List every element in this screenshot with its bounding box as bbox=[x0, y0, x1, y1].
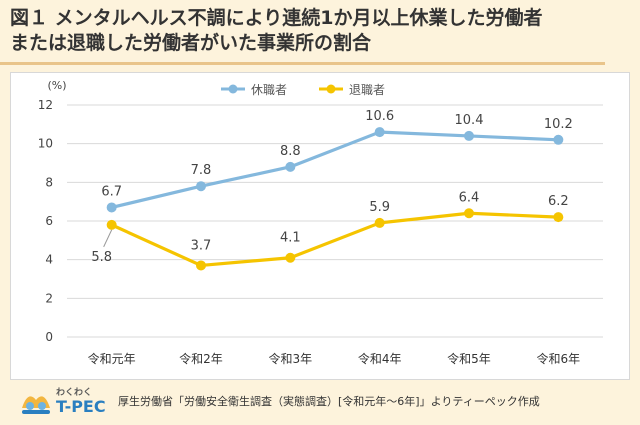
data-label: 6.2 bbox=[548, 194, 569, 209]
data-label: 6.4 bbox=[459, 190, 480, 205]
data-point bbox=[464, 208, 474, 219]
title-line-2: または退職した労働者がいた事業所の割合 bbox=[10, 32, 372, 54]
data-label: 10.4 bbox=[455, 113, 484, 128]
data-point bbox=[553, 212, 564, 223]
legend-label-1: 休職者 bbox=[251, 83, 287, 97]
data-label: 8.8 bbox=[280, 144, 301, 159]
chart-panel: 0 2 4 6 8 10 12 (%) 令和元年 令和2年 令和3年 令和4年 令和5年 令和6年 休職者 退… bbox=[10, 72, 630, 380]
logo-mark-icon bbox=[22, 396, 50, 414]
data-label: 5.8 bbox=[91, 250, 112, 265]
data-point bbox=[374, 127, 385, 138]
legend-label-2: 退職者 bbox=[349, 83, 385, 97]
data-point bbox=[106, 219, 117, 230]
line-chart: 0 2 4 6 8 10 12 (%) 令和元年 令和2年 令和3年 令和4年 令和5年 令和6年 休職者 退… bbox=[38, 79, 603, 366]
data-label: 6.7 bbox=[101, 184, 122, 199]
legend-marker-1 bbox=[228, 84, 238, 94]
x-tick-label: 令和4年 bbox=[358, 351, 402, 366]
logo-subtext: わくわく bbox=[56, 388, 93, 398]
data-label: 5.9 bbox=[369, 200, 390, 215]
y-tick-label: 10 bbox=[38, 137, 53, 151]
y-unit-label: (%) bbox=[47, 79, 66, 92]
x-tick-label: 令和元年 bbox=[88, 351, 136, 366]
data-point bbox=[464, 130, 474, 141]
data-point bbox=[374, 217, 385, 228]
source-note: 厚生労働省「労働安全衛生調査（実態調査）[令和元年～6年]」よりティーペック作成 bbox=[118, 395, 540, 408]
title-divider bbox=[0, 62, 605, 65]
y-tick-label: 8 bbox=[45, 175, 53, 189]
data-point bbox=[196, 181, 206, 192]
series-line-2 bbox=[111, 211, 559, 268]
data-point bbox=[285, 252, 296, 263]
y-tick-label: 2 bbox=[45, 291, 53, 305]
data-label: 7.8 bbox=[191, 163, 212, 178]
tpec-logo: わくわく T-PEC bbox=[18, 384, 108, 420]
data-label: 3.7 bbox=[191, 238, 212, 253]
x-tick-label: 令和6年 bbox=[537, 351, 581, 366]
data-point bbox=[285, 161, 296, 172]
y-tick-label: 6 bbox=[45, 214, 53, 228]
y-tick-label: 4 bbox=[45, 253, 53, 267]
data-point bbox=[196, 260, 206, 271]
data-point bbox=[106, 202, 117, 213]
x-tick-label: 令和3年 bbox=[269, 351, 313, 366]
chart-title: 図１ メンタルヘルス不調により連続1か月以上休業した労働者 または退職した労働者… bbox=[10, 6, 630, 56]
logo-brand: T-PEC bbox=[56, 397, 106, 416]
y-tick-label: 0 bbox=[45, 330, 53, 344]
x-tick-label: 令和5年 bbox=[447, 351, 491, 366]
data-label: 4.1 bbox=[280, 231, 301, 246]
label-leader-line bbox=[103, 229, 113, 248]
legend-marker-2 bbox=[326, 84, 336, 94]
x-tick-label: 令和2年 bbox=[179, 351, 223, 366]
data-point bbox=[553, 134, 564, 145]
data-label: 10.6 bbox=[365, 109, 394, 124]
data-label: 10.2 bbox=[544, 117, 573, 132]
y-tick-label: 12 bbox=[38, 98, 53, 112]
title-line-1: 図１ メンタルヘルス不調により連続1か月以上休業した労働者 bbox=[10, 7, 543, 29]
series-line-1 bbox=[111, 130, 559, 210]
